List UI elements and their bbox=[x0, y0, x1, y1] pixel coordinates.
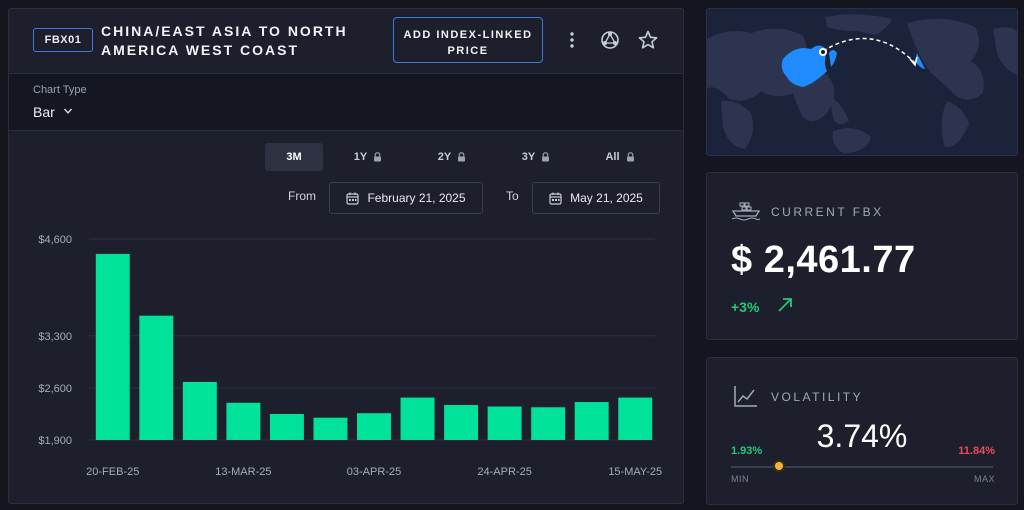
fbx-bar-chart: $4,600 $3,300 $2,600 $1,900 20-FEB-25 13-MAR-… bbox=[38, 234, 662, 478]
bar-08-may-25[interactable] bbox=[574, 402, 609, 440]
x-tick-label: 13-MAR-25 bbox=[215, 466, 271, 478]
chart-type-selector[interactable]: Chart Type Bar bbox=[9, 73, 683, 131]
bar-20-mar-25[interactable] bbox=[269, 413, 304, 440]
x-tick-label: 24-APR-25 bbox=[477, 466, 531, 478]
bar-06-mar-25[interactable] bbox=[182, 381, 217, 440]
range-tab-3m[interactable]: 3M bbox=[265, 143, 323, 171]
bar-24-apr-25[interactable] bbox=[487, 406, 522, 441]
from-date-picker[interactable]: February 21, 2025 bbox=[329, 182, 483, 214]
panel-header: FBX01 CHINA/EAST ASIA TO NORTH AMERICA W… bbox=[9, 9, 683, 73]
lock-icon bbox=[374, 152, 382, 162]
calendar-icon bbox=[346, 192, 360, 205]
volatility-max-value: 11.84% bbox=[958, 445, 995, 457]
range-tab-label: 1Y bbox=[353, 151, 368, 163]
range-tab-2y[interactable]: 2Y bbox=[427, 143, 477, 171]
chart-type-label: Chart Type bbox=[33, 84, 87, 96]
to-date-picker[interactable]: May 21, 2025 bbox=[532, 182, 660, 214]
ship-icon bbox=[731, 202, 761, 221]
x-tick-label: 15-MAY-25 bbox=[608, 466, 662, 478]
us-west-coast-region bbox=[915, 53, 925, 69]
range-tab-label: 3Y bbox=[521, 151, 536, 163]
index-code-badge: FBX01 bbox=[33, 28, 93, 52]
bar-27-feb-25[interactable] bbox=[139, 315, 174, 440]
chevron-down-icon[interactable] bbox=[63, 106, 73, 116]
current-fbx-label: CURRENT FBX bbox=[771, 205, 884, 219]
x-tick-label: 20-FEB-25 bbox=[86, 466, 139, 478]
range-tab-all[interactable]: All bbox=[595, 143, 645, 171]
calendar-icon bbox=[549, 192, 562, 205]
bar-20-feb-25[interactable] bbox=[95, 253, 130, 440]
volatility-label: VOLATILITY bbox=[771, 390, 864, 404]
range-tab-label: All bbox=[605, 151, 620, 163]
volatility-card: VOLATILITY 3.74% 1.93% 11.84% MIN MAX bbox=[706, 357, 1018, 505]
star-icon[interactable] bbox=[637, 29, 659, 51]
route-map bbox=[706, 8, 1018, 156]
line-chart-icon bbox=[734, 386, 757, 407]
current-fbx-price: $ 2,461.77 bbox=[731, 239, 916, 281]
index-panel: FBX01 CHINA/EAST ASIA TO NORTH AMERICA W… bbox=[8, 8, 684, 504]
add-index-linked-price-button[interactable]: ADD INDEX-LINKED PRICE bbox=[393, 17, 543, 63]
from-label: From bbox=[288, 189, 316, 203]
x-tick-label: 03-APR-25 bbox=[347, 466, 401, 478]
lock-icon bbox=[626, 152, 634, 162]
y-tick-label: $3,300 bbox=[38, 331, 72, 343]
china-region bbox=[781, 45, 827, 87]
y-tick-label: $1,900 bbox=[38, 435, 72, 447]
y-tick-label: $4,600 bbox=[38, 234, 72, 246]
volatility-min-label: MIN bbox=[731, 474, 749, 484]
range-tab-label: 2Y bbox=[437, 151, 452, 163]
more-options-icon[interactable] bbox=[561, 29, 583, 51]
current-fbx-card: CURRENT FBX $ 2,461.77 +3% bbox=[706, 172, 1018, 340]
route-title: CHINA/EAST ASIA TO NORTH AMERICA WEST CO… bbox=[101, 23, 348, 58]
lock-icon bbox=[458, 152, 466, 162]
volatility-range-track bbox=[731, 466, 993, 468]
bar-15-may-25[interactable] bbox=[618, 397, 653, 440]
bar-13-mar-25[interactable] bbox=[226, 402, 261, 440]
range-tab-label: 3M bbox=[286, 151, 302, 163]
price-change-value: +3% bbox=[731, 299, 760, 315]
volatility-min-value: 1.93% bbox=[731, 445, 763, 457]
lock-icon bbox=[542, 152, 550, 162]
bar-03-apr-25[interactable] bbox=[357, 413, 391, 440]
chart-type-value[interactable]: Bar bbox=[33, 104, 55, 120]
range-tab-3y[interactable]: 3Y bbox=[511, 143, 561, 171]
bar-01-may-25[interactable] bbox=[531, 407, 566, 440]
share-icon[interactable] bbox=[599, 29, 621, 51]
from-date-value: February 21, 2025 bbox=[367, 191, 466, 205]
volatility-level-marker bbox=[774, 462, 783, 470]
world-map bbox=[707, 14, 1017, 153]
trend-up-arrow-icon bbox=[778, 298, 792, 312]
volatility-value: 3.74% bbox=[816, 418, 908, 454]
bar-10-apr-25[interactable] bbox=[400, 397, 435, 440]
range-tab-1y[interactable]: 1Y bbox=[343, 143, 393, 171]
to-label: To bbox=[506, 189, 519, 203]
bar-17-apr-25[interactable] bbox=[444, 405, 479, 440]
to-date-value: May 21, 2025 bbox=[570, 191, 643, 205]
volatility-max-label: MAX bbox=[973, 474, 995, 484]
y-tick-label: $2,600 bbox=[38, 383, 72, 395]
bar-27-mar-25[interactable] bbox=[313, 417, 348, 440]
